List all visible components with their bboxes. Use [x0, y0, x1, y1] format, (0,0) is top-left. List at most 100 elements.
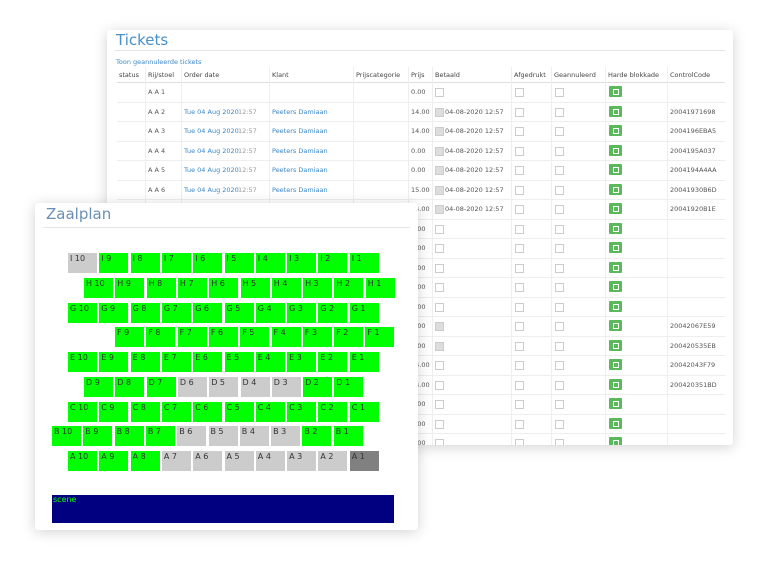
- seat[interactable]: A 9: [99, 451, 129, 471]
- afgedrukt-checkbox[interactable]: [515, 283, 524, 292]
- seat[interactable]: D 8: [115, 376, 145, 397]
- seat[interactable]: D 6: [177, 376, 207, 397]
- seat[interactable]: I 9: [99, 253, 129, 273]
- seat[interactable]: I 3: [287, 253, 317, 273]
- afgedrukt-checkbox[interactable]: [515, 224, 524, 234]
- afgedrukt-checkbox[interactable]: [515, 127, 524, 136]
- seat[interactable]: G 4: [255, 302, 285, 323]
- afgedrukt-checkbox[interactable]: [515, 244, 524, 253]
- afgedrukt-checkbox[interactable]: [515, 322, 524, 331]
- seat[interactable]: G 10: [68, 302, 97, 323]
- seat[interactable]: G 8: [130, 302, 160, 323]
- blokkade-button[interactable]: [609, 222, 622, 234]
- seat[interactable]: F 2: [334, 327, 364, 348]
- geannuleerd-checkbox[interactable]: [555, 263, 564, 273]
- betaald-checkbox[interactable]: [435, 341, 444, 351]
- seat[interactable]: B 1: [333, 426, 363, 447]
- order-date[interactable]: Tue 04 Aug 2020: [184, 107, 239, 116]
- blokkade-button[interactable]: [609, 281, 622, 292]
- betaald-checkbox[interactable]: [435, 322, 444, 331]
- geannuleerd-checkbox[interactable]: [555, 127, 564, 136]
- order-date[interactable]: Tue 04 Aug 2020: [184, 185, 239, 194]
- seat[interactable]: H 1: [365, 277, 395, 298]
- seat[interactable]: F 7: [177, 327, 207, 348]
- afgedrukt-checkbox[interactable]: [515, 361, 524, 370]
- seat[interactable]: H 10: [84, 277, 113, 298]
- blokkade-button[interactable]: [609, 398, 622, 409]
- seat[interactable]: F 9: [115, 327, 144, 348]
- blokkade-button[interactable]: [609, 144, 622, 156]
- seat[interactable]: D 1: [334, 376, 364, 397]
- geannuleerd-checkbox[interactable]: [555, 244, 564, 253]
- seat[interactable]: I 7: [161, 253, 191, 273]
- geannuleerd-checkbox[interactable]: [555, 302, 564, 312]
- seat[interactable]: I 2: [318, 253, 348, 273]
- seat[interactable]: F 1: [365, 327, 395, 348]
- afgedrukt-checkbox[interactable]: [515, 263, 524, 273]
- seat[interactable]: I 4: [255, 253, 285, 273]
- seat[interactable]: G 5: [224, 302, 254, 323]
- betaald-checkbox[interactable]: [435, 127, 444, 136]
- betaald-checkbox[interactable]: [435, 205, 444, 214]
- seat[interactable]: E 9: [99, 352, 129, 372]
- betaald-checkbox[interactable]: [435, 107, 444, 117]
- seat[interactable]: B 6: [177, 426, 207, 447]
- blokkade-button[interactable]: [609, 417, 622, 429]
- seat[interactable]: A 4: [255, 451, 285, 471]
- seat[interactable]: B 9: [83, 426, 113, 447]
- klant-link[interactable]: Peeters Damiaan: [272, 127, 328, 135]
- betaald-checkbox[interactable]: [435, 361, 444, 370]
- blokkade-button[interactable]: [609, 339, 622, 351]
- klant-link[interactable]: Peeters Damiaan: [272, 166, 328, 174]
- seat[interactable]: H 8: [146, 277, 176, 298]
- geannuleerd-checkbox[interactable]: [555, 322, 564, 331]
- seat[interactable]: H 2: [334, 277, 364, 298]
- afgedrukt-checkbox[interactable]: [515, 146, 524, 156]
- klant-link[interactable]: Peeters Damiaan: [272, 185, 328, 194]
- seat[interactable]: B 5: [208, 426, 238, 447]
- blokkade-button[interactable]: [609, 183, 622, 195]
- seat[interactable]: H 6: [209, 277, 239, 298]
- seat[interactable]: D 7: [146, 376, 176, 397]
- geannuleerd-checkbox[interactable]: [555, 400, 564, 409]
- geannuleerd-checkbox[interactable]: [555, 185, 564, 195]
- seat[interactable]: G 3: [287, 302, 317, 323]
- seat[interactable]: I 6: [193, 253, 223, 273]
- order-date[interactable]: Tue 04 Aug 2020: [184, 127, 239, 135]
- geannuleerd-checkbox[interactable]: [555, 88, 564, 97]
- seat[interactable]: E 3: [287, 352, 317, 372]
- geannuleerd-checkbox[interactable]: [555, 361, 564, 370]
- seat[interactable]: H 7: [177, 277, 207, 298]
- betaald-checkbox[interactable]: [435, 185, 444, 195]
- geannuleerd-checkbox[interactable]: [555, 439, 564, 445]
- seat[interactable]: E 7: [161, 352, 191, 372]
- seat[interactable]: I 1: [349, 253, 379, 273]
- seat[interactable]: F 5: [240, 327, 270, 348]
- betaald-checkbox[interactable]: [435, 146, 444, 156]
- klant-link[interactable]: Peeters Damiaan: [272, 146, 328, 155]
- geannuleerd-checkbox[interactable]: [555, 380, 564, 390]
- betaald-checkbox[interactable]: [435, 419, 444, 429]
- blokkade-button[interactable]: [609, 203, 622, 214]
- seat[interactable]: A 1: [349, 451, 379, 471]
- afgedrukt-checkbox[interactable]: [515, 88, 524, 97]
- order-date[interactable]: Tue 04 Aug 2020: [184, 166, 239, 174]
- klant-link[interactable]: Peeters Damiaan: [272, 107, 328, 116]
- seat[interactable]: E 4: [255, 352, 285, 372]
- seat[interactable]: H 5: [240, 277, 270, 298]
- seat[interactable]: A 7: [161, 451, 191, 471]
- geannuleerd-checkbox[interactable]: [555, 419, 564, 429]
- seat[interactable]: D 4: [240, 376, 270, 397]
- betaald-checkbox[interactable]: [435, 380, 444, 390]
- seat[interactable]: F 6: [208, 327, 238, 348]
- betaald-checkbox[interactable]: [435, 166, 444, 175]
- seat[interactable]: G 1: [349, 302, 379, 323]
- seat[interactable]: E 10: [68, 352, 97, 372]
- betaald-checkbox[interactable]: [435, 224, 444, 234]
- seat[interactable]: G 9: [99, 302, 129, 323]
- geannuleerd-checkbox[interactable]: [555, 166, 564, 175]
- seat[interactable]: D 5: [209, 376, 239, 397]
- seat[interactable]: A 8: [130, 451, 160, 471]
- seat[interactable]: E 1: [349, 352, 379, 372]
- afgedrukt-checkbox[interactable]: [515, 439, 524, 445]
